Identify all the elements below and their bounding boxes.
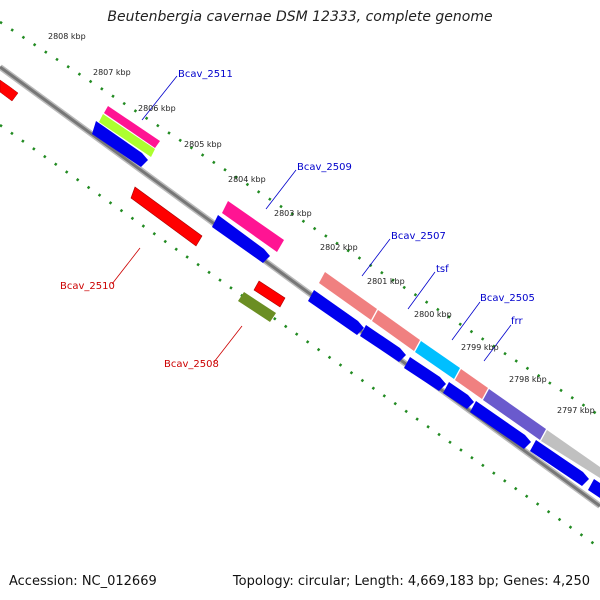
gene-label-bcav-2511: Bcav_2511 — [178, 69, 233, 80]
gene-block — [588, 479, 600, 498]
gene-block — [455, 369, 488, 399]
gene-label-bcav-2510: Bcav_2510 — [60, 281, 115, 292]
gene-block — [319, 272, 377, 320]
kbp-label: 2800 kbp — [414, 310, 452, 319]
callout-lines-top — [141, 75, 512, 362]
gene-block — [99, 114, 155, 157]
gene-label-tsf: tsf — [436, 264, 449, 275]
gene-block — [92, 121, 148, 167]
tick-track-inner — [0, 123, 600, 550]
gene-block — [530, 440, 589, 486]
kbp-label: 2804 kbp — [228, 175, 266, 184]
tick-track-outer — [0, 20, 600, 418]
gene-block — [404, 357, 446, 391]
gene-label-bcav-2505: Bcav_2505 — [480, 293, 535, 304]
gene-block — [372, 310, 420, 351]
kbp-labels: 2808 kbp 2807 kbp 2806 kbp 2805 kbp 2804… — [48, 32, 595, 415]
kbp-label: 2805 kbp — [184, 140, 222, 149]
kbp-label: 2803 kbp — [274, 209, 312, 218]
gene-label-bcav-2508: Bcav_2508 — [164, 359, 219, 370]
gene-block — [253, 280, 286, 308]
gene-label-bcav-2509: Bcav_2509 — [297, 162, 352, 173]
gene-block — [483, 389, 546, 440]
kbp-label: 2808 kbp — [48, 32, 86, 41]
kbp-label: 2807 kbp — [93, 68, 131, 77]
gene-block — [443, 382, 474, 409]
gene-label-frr: frr — [511, 316, 523, 327]
gene-block — [212, 215, 270, 263]
gene-block — [0, 79, 19, 102]
topology-text: Topology: circular; Length: 4,669,183 bp… — [232, 574, 590, 589]
gene-block — [222, 201, 284, 252]
accession-text: Accession: NC_012669 — [9, 574, 157, 589]
gene-block — [308, 290, 364, 335]
gene-block — [415, 341, 460, 379]
gene-labels: Bcav_2511 Bcav_2509 Bcav_2507 tsf Bcav_2… — [60, 69, 535, 370]
kbp-label: 2802 kbp — [320, 243, 358, 252]
kbp-label: 2798 kbp — [509, 375, 547, 384]
gene-label-bcav-2507: Bcav_2507 — [391, 231, 446, 242]
map-title: Beutenbergia cavernae DSM 12333, complet… — [107, 9, 493, 25]
gene-block — [541, 430, 600, 478]
kbp-label: 2801 kbp — [367, 277, 405, 286]
callout-lines-bottom — [111, 247, 243, 363]
gene-block — [130, 186, 203, 247]
gene-block — [238, 292, 276, 322]
kbp-label: 2799 kbp — [461, 343, 499, 352]
gene-block — [104, 106, 160, 148]
gene-block — [360, 325, 406, 362]
kbp-label: 2806 kbp — [138, 104, 176, 113]
gene-block — [470, 401, 531, 449]
kbp-label: 2797 kbp — [557, 406, 595, 415]
